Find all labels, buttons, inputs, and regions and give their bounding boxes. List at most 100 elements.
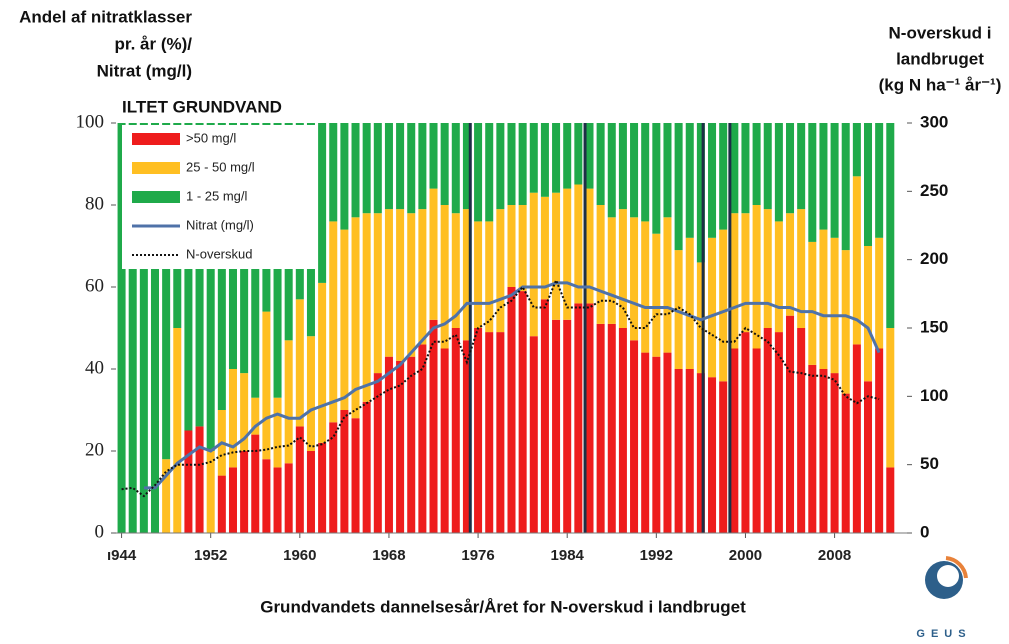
bar-segment <box>630 123 639 218</box>
bar-segment <box>863 246 873 382</box>
bar-segment <box>340 410 349 533</box>
bar-segment <box>852 176 861 345</box>
y2-tick-label: 250 <box>920 181 948 200</box>
bar-segment <box>607 323 616 533</box>
bar-segment <box>841 123 850 251</box>
bar-segment <box>474 328 483 533</box>
bar-segment <box>340 123 349 230</box>
y-tick-label: 60 <box>85 275 104 296</box>
bar-segment <box>496 123 505 210</box>
bar-segment <box>540 299 549 533</box>
bar-segment <box>529 123 538 193</box>
bar-segment <box>585 188 594 304</box>
bar-segment <box>574 303 583 533</box>
bar-segment <box>429 188 438 320</box>
bar-segment <box>429 319 438 533</box>
bar-segment <box>451 213 460 328</box>
x-tick-label: 2000 <box>729 547 762 564</box>
bar-segment <box>774 332 783 533</box>
bar-segment <box>318 282 327 443</box>
bar-segment <box>708 237 717 378</box>
bar-segment <box>886 123 895 328</box>
bar-segment <box>819 369 828 533</box>
bar-segment <box>563 123 572 189</box>
bar-segment <box>741 332 750 533</box>
bar-segment <box>217 475 226 533</box>
bar-segment <box>139 123 148 533</box>
bar-segment <box>596 323 605 533</box>
bar-segment <box>340 229 349 410</box>
bar-segment <box>362 213 371 402</box>
y-axis-title: Andel af nitratklasser <box>19 7 192 26</box>
bar-segment <box>396 360 405 533</box>
bar-segment <box>384 123 393 210</box>
logo-inner <box>937 565 959 587</box>
bar-segment <box>719 123 728 230</box>
geus-logo-icon <box>925 556 968 599</box>
bar-segment <box>351 217 360 419</box>
bar-segment <box>797 209 806 328</box>
bar-segment <box>563 319 572 533</box>
bar-segment <box>451 328 460 533</box>
bar-segment <box>808 123 817 242</box>
bar-segment <box>440 123 449 205</box>
bar-segment <box>585 123 594 189</box>
bar-segment <box>841 393 850 533</box>
bar-segment <box>529 192 538 337</box>
bar-segment <box>440 348 449 533</box>
bar-segment <box>396 209 405 361</box>
bar-segment <box>384 209 393 357</box>
bar-segment <box>295 299 304 427</box>
bar-segment <box>674 123 683 251</box>
bar-segment <box>117 123 126 533</box>
bar-segment <box>685 237 694 369</box>
bar-segment <box>830 373 839 533</box>
y-tick-label: 0 <box>95 521 105 542</box>
bar-segment <box>507 205 516 287</box>
bar-segment <box>474 221 483 328</box>
bar-segment <box>752 123 761 205</box>
bar-segment <box>373 123 382 214</box>
bar-segment <box>752 348 761 533</box>
bar-segment <box>462 209 471 341</box>
y-axis-title: pr. år (%)/ <box>115 34 193 53</box>
bar-segment <box>507 123 516 205</box>
bar-segment <box>763 123 772 210</box>
bar-segment <box>518 291 527 533</box>
bar-segment <box>741 123 750 214</box>
bar-segment <box>284 463 293 533</box>
bar-segment <box>786 123 795 214</box>
bar-segment <box>485 221 494 333</box>
bar-segment <box>696 123 705 263</box>
bar-segment <box>262 311 271 460</box>
bar-segment <box>540 123 549 197</box>
bar-segment <box>841 250 850 394</box>
bar-segment <box>552 319 561 533</box>
bar-segment <box>830 237 839 374</box>
bar-segment <box>240 451 249 533</box>
bar-segment <box>830 123 839 238</box>
y2-tick-label: 0 <box>920 522 929 541</box>
bar-segment <box>618 328 627 533</box>
bar-segment <box>708 377 717 533</box>
y2-tick-label: 150 <box>920 317 948 336</box>
bar-segment <box>362 123 371 214</box>
bar-segment <box>708 123 717 238</box>
x-tick-label: 1976 <box>461 547 494 564</box>
legend-label: >50 mg/l <box>186 130 236 145</box>
bar-segment <box>485 332 494 533</box>
bar-segment <box>418 209 427 345</box>
bar-segment <box>808 364 817 533</box>
bar-segment <box>128 123 137 533</box>
bar-segment <box>228 369 237 468</box>
bar-segment <box>652 356 661 533</box>
bar-segment <box>719 381 728 533</box>
bar-segment <box>607 123 616 218</box>
bar-segment <box>396 123 405 210</box>
bar-segment <box>362 401 371 533</box>
line-series <box>143 281 881 490</box>
bar-segment <box>886 328 895 468</box>
bar-segment <box>797 328 806 533</box>
bar-segment <box>641 221 650 353</box>
